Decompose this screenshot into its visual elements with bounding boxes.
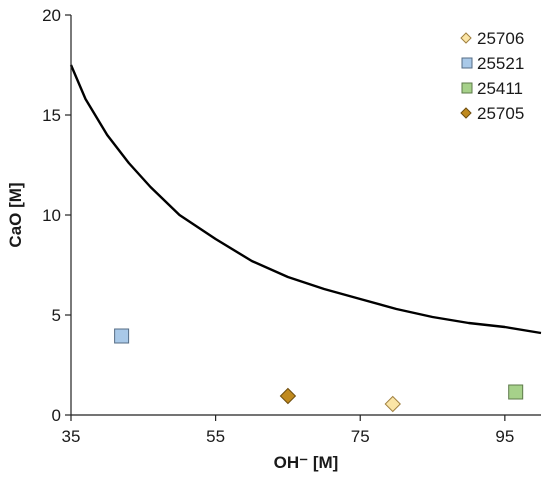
- legend-label: 25706: [477, 29, 524, 48]
- legend-marker-25521: [461, 57, 473, 69]
- y-tick-label: 20: [42, 6, 61, 25]
- data-point-25706: [384, 395, 401, 413]
- legend-label: 25521: [477, 54, 524, 73]
- y-tick-label: 5: [52, 306, 61, 325]
- y-tick-label: 10: [42, 206, 61, 225]
- legend-marker-25705: [460, 107, 472, 119]
- legend-label: 25411: [477, 79, 523, 98]
- x-tick-label: 55: [206, 427, 225, 446]
- y-axis-title: CaO [M]: [6, 182, 25, 247]
- data-point-25705: [279, 387, 297, 405]
- y-tick-label: 0: [52, 406, 61, 425]
- data-point-25411: [508, 384, 524, 400]
- fit-curve: [69, 64, 542, 335]
- y-tick-label: 15: [42, 106, 61, 125]
- legend: 25706 25521 25411 25705: [460, 29, 524, 123]
- x-axis-title: OH⁻ [M]: [274, 453, 339, 472]
- x-tick-label: 35: [62, 427, 81, 446]
- data-point-25521: [114, 328, 130, 344]
- legend-marker-25706: [460, 32, 472, 44]
- legend-marker-25411: [461, 82, 473, 94]
- legend-label: 25705: [477, 104, 524, 123]
- x-tick-label: 75: [351, 427, 370, 446]
- x-tick-label: 95: [495, 427, 514, 446]
